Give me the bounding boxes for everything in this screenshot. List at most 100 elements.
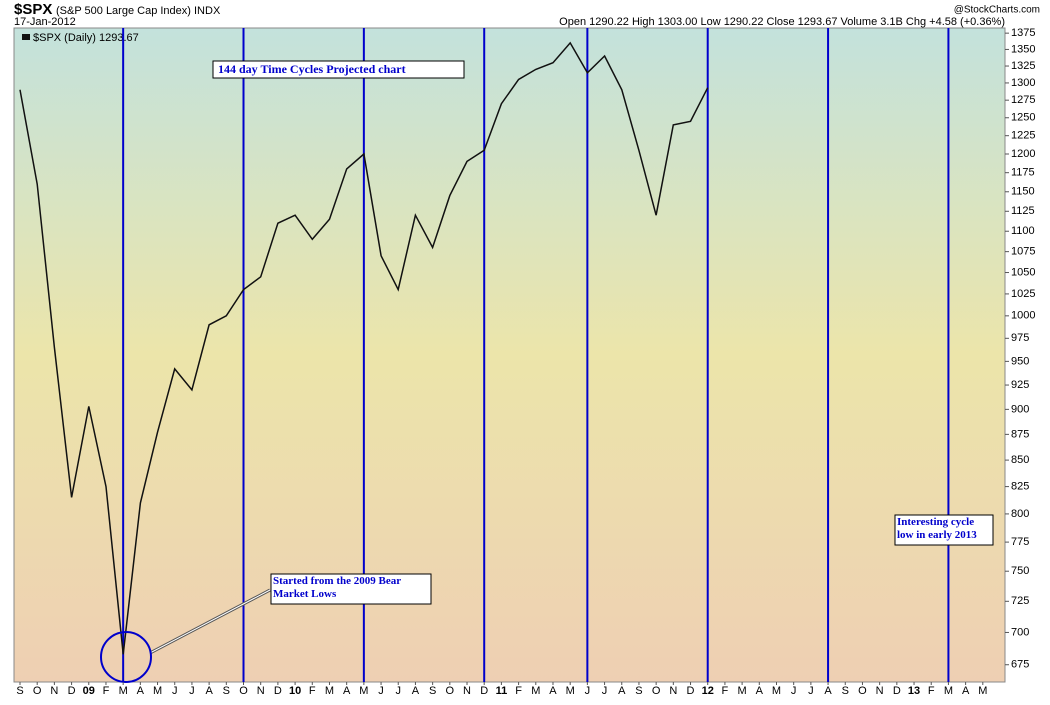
y-tick-label: 1325 [1011,60,1035,72]
y-tick-label: 1175 [1011,167,1035,179]
x-tick-label: 11 [496,685,508,697]
x-tick-label: 09 [83,685,95,697]
x-tick-label: J [395,685,401,697]
x-tick-label: 13 [908,685,920,697]
source: @StockCharts.com [954,5,1040,16]
marks [19,28,950,682]
y-tick-label: 1375 [1011,27,1035,39]
legend-swatch [22,34,30,40]
y-tick-label: 800 [1011,508,1029,520]
legend-label: $SPX (Daily) 1293.67 [33,32,139,44]
annotation-box [894,514,994,546]
highlight-circle [100,631,152,683]
y-tick-label: 1350 [1011,43,1035,55]
annotation-wrap: Started from the 2009 Bear Market Lows [273,575,401,600]
x-tick-label: O [33,685,42,697]
x-tick-label: O [858,685,867,697]
annotation: 144 day Time Cycles Projected chart [218,62,406,76]
x-tick-label: M [566,685,575,697]
quote: Open 1290.22 High 1303.00 Low 1290.22 Cl… [559,16,1005,28]
x-tick-label: S [429,685,436,697]
y-tick-label: 750 [1011,565,1029,577]
x-tick-label: M [531,685,540,697]
y-tick-label: 1125 [1011,205,1035,217]
index-name: (S&P 500 Large Cap Index) [56,5,191,17]
x-tick-label: M [944,685,953,697]
x-tick-label: F [309,685,316,697]
x-tick-label: J [808,685,814,697]
x-tick-label: N [463,685,471,697]
x-tick-label: M [359,685,368,697]
x-tick-label: S [16,685,23,697]
y-tick-label: 775 [1011,536,1029,548]
x-tick-label: A [824,685,832,697]
x-tick-label: F [722,685,729,697]
y-tick-label: 950 [1011,355,1029,367]
x-tick-label: 10 [289,685,301,697]
x-tick-label: D [68,685,76,697]
x-tick-label: N [257,685,265,697]
symbol: $SPX [14,1,52,18]
y-tick-label: 1300 [1011,77,1035,89]
x-tick-label: A [756,685,764,697]
price-line [19,41,709,655]
x-tick-label: J [791,685,797,697]
callout-line [149,589,271,654]
y-tick-label: 1200 [1011,148,1035,160]
x-tick-label: A [205,685,213,697]
x-tick-label: S [223,685,230,697]
x-tick-label: S [842,685,849,697]
x-tick-label: F [928,685,935,697]
y-tick-label: 1100 [1011,225,1035,237]
plot-area [13,27,1006,683]
x-tick-label: N [876,685,884,697]
y-tick-label: 925 [1011,379,1029,391]
x-tick-label: J [602,685,608,697]
y-tick-label: 900 [1011,403,1029,415]
annotation: Interesting cycle low in early 2013 [897,516,977,541]
x-tick-label: O [446,685,455,697]
x-tick-label: D [687,685,695,697]
y-tick-label: 675 [1011,659,1029,671]
y-tick-label: 725 [1011,595,1029,607]
x-tick-label: J [378,685,384,697]
y-tick-label: 825 [1011,481,1029,493]
y-tick-label: 875 [1011,428,1029,440]
x-tick-label: M [325,685,334,697]
x-tick-label: 12 [702,685,714,697]
x-tick-label: N [50,685,58,697]
y-tick-label: 1025 [1011,288,1035,300]
x-tick-label: N [669,685,677,697]
y-tick-label: 1050 [1011,266,1035,278]
x-tick-label: O [652,685,661,697]
x-tick-label: D [480,685,488,697]
x-tick-label: F [103,685,110,697]
x-tick-label: M [119,685,128,697]
y-tick-label: 850 [1011,454,1029,466]
x-tick-label: J [189,685,195,697]
y-tick-label: 1150 [1011,186,1035,198]
x-tick-label: A [962,685,970,697]
x-tick-label: A [412,685,420,697]
x-tick-label: M [772,685,781,697]
y-tick-label: 1075 [1011,246,1035,258]
y-tick-label: 700 [1011,626,1029,638]
y-tick-label: 975 [1011,332,1029,344]
x-tick-label: D [274,685,282,697]
y-tick-label: 1000 [1011,310,1035,322]
y-tick-label: 1225 [1011,130,1035,142]
x-tick-label: A [137,685,145,697]
x-tick-label: J [585,685,591,697]
x-tick-label: S [635,685,642,697]
exchange: INDX [194,5,221,17]
x-tick-label: A [549,685,557,697]
x-tick-label: J [172,685,178,697]
annotation-box [212,60,465,79]
x-tick-label: F [515,685,522,697]
date: 17-Jan-2012 [14,16,76,28]
x-tick-label: M [978,685,987,697]
x-tick-label: M [153,685,162,697]
y-tick-label: 1250 [1011,112,1035,124]
x-tick-label: M [738,685,747,697]
